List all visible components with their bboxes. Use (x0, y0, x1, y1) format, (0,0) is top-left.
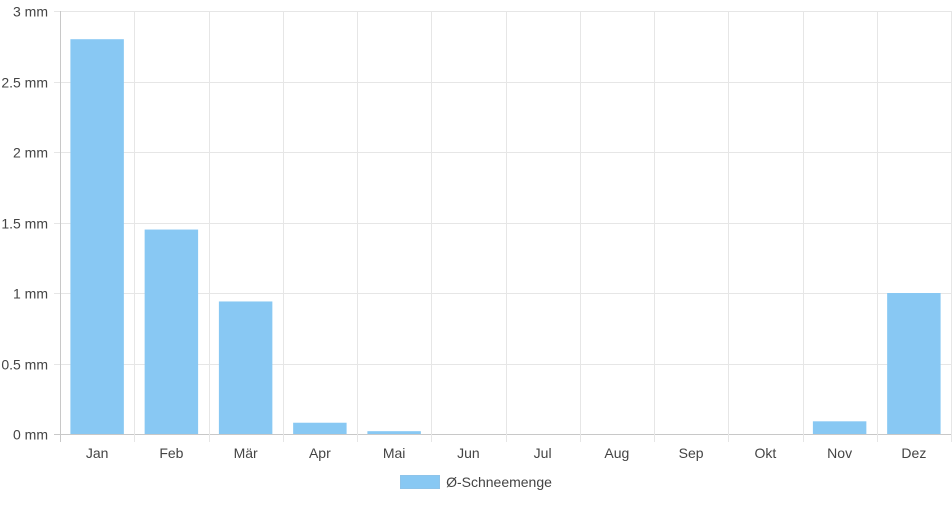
bar (887, 293, 941, 434)
legend[interactable]: Ø-Schneemenge (0, 472, 952, 492)
x-tick-label: Dez (901, 445, 926, 461)
x-tick-label: Nov (827, 445, 852, 461)
x-tick-label: Mai (383, 445, 406, 461)
x-tick-label: Sep (679, 445, 704, 461)
bar (144, 229, 199, 434)
y-tick-label: 2 mm (13, 145, 48, 161)
x-tick-label: Feb (159, 445, 183, 461)
x-tick-label: Mär (234, 445, 258, 461)
bar (70, 39, 124, 434)
x-tick-label: Okt (754, 445, 776, 461)
y-tick-label: 3 mm (13, 4, 48, 20)
y-tick-label: 1.5 mm (1, 216, 48, 232)
grid-lines (54, 11, 952, 442)
legend-swatch[interactable] (400, 475, 441, 489)
y-axis-ticks: 0 mm 0.5 mm 1 mm 1.5 mm 2 mm 2.5 mm 3 mm (1, 4, 48, 443)
bar (812, 421, 867, 434)
x-tick-label: Jul (534, 445, 552, 461)
bar (218, 301, 273, 434)
y-tick-label: 1 mm (13, 286, 48, 302)
x-tick-label: Jan (86, 445, 109, 461)
y-tick-label: 0 mm (13, 427, 48, 443)
y-tick-label: 2.5 mm (1, 75, 48, 91)
legend-label[interactable]: Ø-Schneemenge (446, 474, 552, 490)
bar (367, 431, 421, 434)
x-tick-label: Apr (309, 445, 331, 461)
bars (70, 39, 941, 434)
x-axis-ticks: Jan Feb Mär Apr Mai Jun Jul Aug Sep Okt Nov Dez (86, 445, 926, 461)
x-tick-label: Jun (457, 445, 480, 461)
bar (293, 422, 347, 434)
x-tick-label: Aug (604, 445, 629, 461)
y-tick-label: 0.5 mm (1, 357, 48, 373)
